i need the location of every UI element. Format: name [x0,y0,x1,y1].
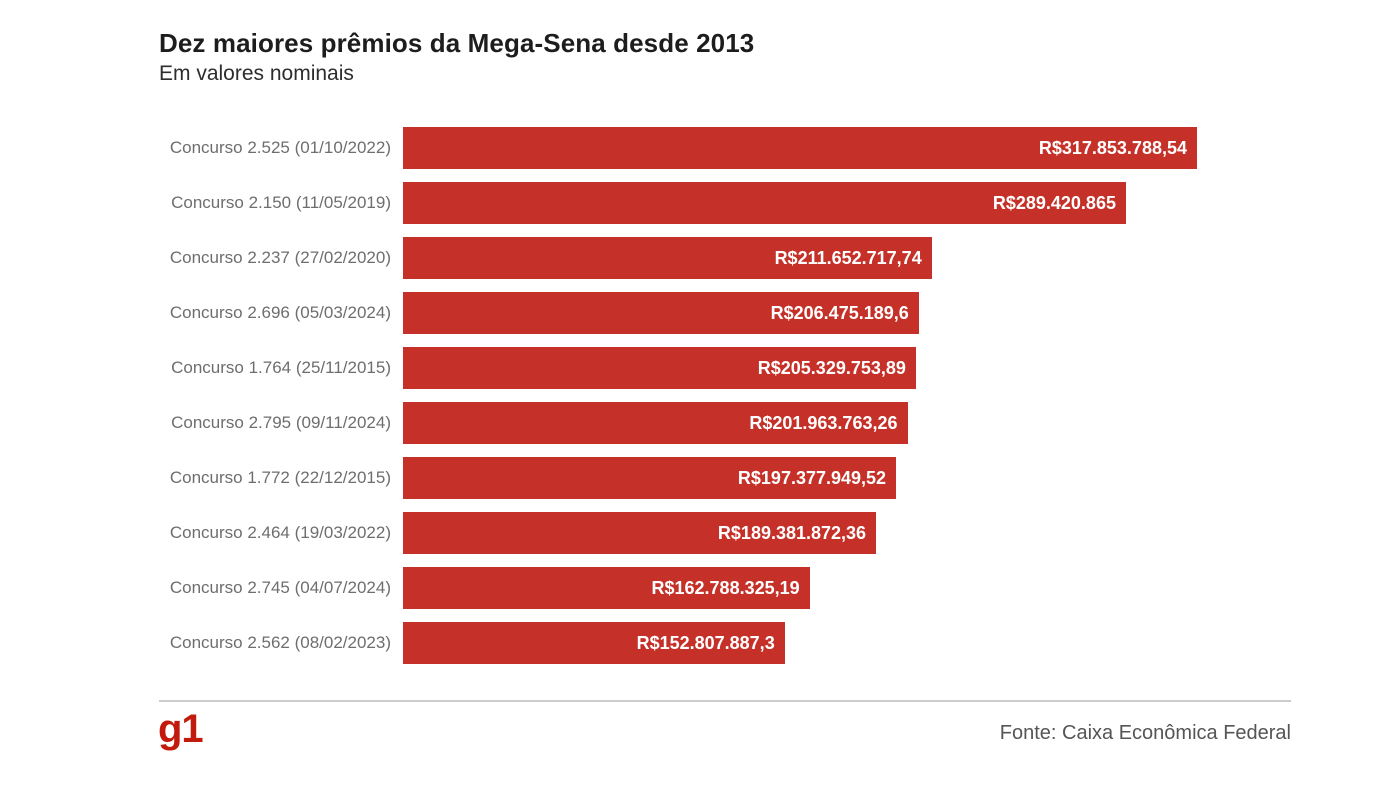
bar-track: R$205.329.753,89 [403,347,1197,389]
value-label: R$189.381.872,36 [717,522,867,543]
bar-track: R$189.381.872,36 [403,512,1197,554]
bar: R$162.788.325,19 [403,567,810,609]
category-label: Concurso 1.764 (25/11/2015) [171,358,391,377]
category-label: Concurso 1.772 (22/12/2015) [169,468,391,487]
bar: R$205.329.753,89 [403,347,916,389]
category-label: Concurso 2.795 (09/11/2024) [171,413,391,432]
chart-row: Concurso 2.150 (11/05/2019) R$289.420.865 [159,182,1209,224]
value-label: R$205.329.753,89 [757,357,906,378]
g1-logo: g1 [158,707,204,751]
chart-row: Concurso 2.464 (19/03/2022) R$189.381.872… [159,512,1209,554]
value-label: R$152.807.887,3 [636,632,775,653]
chart-subtitle: Em valores nominais [159,62,354,85]
bar: R$211.652.717,74 [403,237,932,279]
chart-row: Concurso 2.562 (08/02/2023) R$152.807.887… [159,622,1209,664]
chart-row: Concurso 1.764 (25/11/2015) R$205.329.753… [159,347,1209,389]
category-label: Concurso 2.745 (04/07/2024) [169,578,391,597]
value-label: R$197.377.949,52 [737,467,887,488]
category-label: Concurso 2.464 (19/03/2022) [169,523,391,542]
bar-chart: Concurso 2.525 (01/10/2022) R$317.853.788… [159,127,1209,677]
bar: R$197.377.949,52 [403,457,897,499]
bar-track: R$211.652.717,74 [403,237,1197,279]
chart-row: Concurso 1.772 (22/12/2015) R$197.377.949… [159,457,1209,499]
value-label: R$317.853.788,54 [1038,137,1187,158]
bar-track: R$162.788.325,19 [403,567,1197,609]
category-label: Concurso 2.696 (05/03/2024) [169,303,391,322]
bar: R$317.853.788,54 [403,127,1197,169]
bar-track: R$317.853.788,54 [403,127,1197,169]
bar: R$289.420.865 [403,182,1126,224]
value-label: R$162.788.325,19 [651,577,800,598]
chart-row: Concurso 2.525 (01/10/2022) R$317.853.788… [159,127,1209,169]
bar: R$206.475.189,6 [403,292,919,334]
category-label: Concurso 2.237 (27/02/2020) [169,248,391,267]
value-label: R$289.420.865 [992,192,1116,213]
bar: R$201.963.763,26 [403,402,908,444]
chart-row: Concurso 2.696 (05/03/2024) R$206.475.189… [159,292,1209,334]
category-label: Concurso 2.525 (01/10/2022) [169,138,391,157]
value-label: R$201.963.763,26 [749,412,898,433]
bar-track: R$201.963.763,26 [403,402,1197,444]
chart-title: Dez maiores prêmios da Mega-Sena desde 2… [159,28,755,58]
category-label: Concurso 2.562 (08/02/2023) [169,633,391,652]
chart-row: Concurso 2.745 (04/07/2024) R$162.788.325… [159,567,1209,609]
bar-track: R$197.377.949,52 [403,457,1197,499]
bar: R$189.381.872,36 [403,512,877,554]
chart-row: Concurso 2.237 (27/02/2020) R$211.652.717… [159,237,1209,279]
bar-track: R$289.420.865 [403,182,1197,224]
bar-track: R$206.475.189,6 [403,292,1197,334]
value-label: R$211.652.717,74 [774,247,922,268]
source-credit: Fonte: Caixa Econômica Federal [999,722,1291,744]
category-label: Concurso 2.150 (11/05/2019) [171,193,391,212]
bar: R$152.807.887,3 [403,622,785,664]
value-label: R$206.475.189,6 [770,302,909,323]
chart-row: Concurso 2.795 (09/11/2024) R$201.963.763… [159,402,1209,444]
footer-divider [159,700,1291,702]
bar-track: R$152.807.887,3 [403,622,1197,664]
